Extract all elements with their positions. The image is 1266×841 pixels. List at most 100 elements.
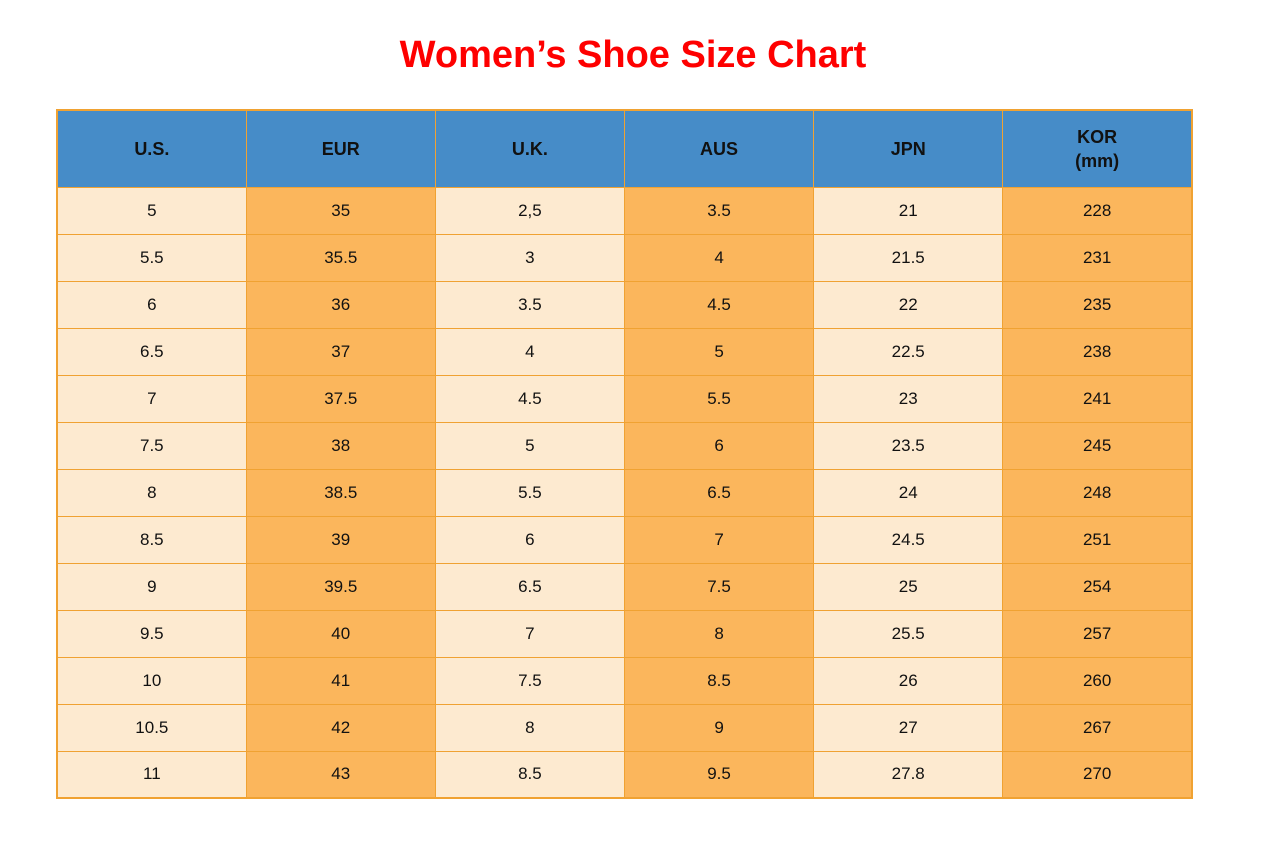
table-cell-uk: 3.5 bbox=[434, 280, 625, 329]
table-cell-jpn: 22.5 bbox=[813, 327, 1004, 376]
table-cell-aus: 5 bbox=[623, 327, 815, 376]
table-cell-uk: 5.5 bbox=[434, 468, 625, 517]
table-cell-kor: 228 bbox=[1002, 186, 1193, 235]
column-header-label: KOR bbox=[1077, 126, 1118, 147]
table-cell-jpn: 25.5 bbox=[813, 609, 1004, 658]
table-cell-us: 5.5 bbox=[56, 233, 247, 282]
table-row: 6.5 37 4 5 22.5 238 bbox=[56, 327, 1193, 376]
table-cell-kor: 241 bbox=[1002, 374, 1193, 423]
table-cell-eur: 38 bbox=[245, 421, 436, 470]
table-cell-eur: 39.5 bbox=[245, 562, 436, 611]
table-cell-uk: 3 bbox=[434, 233, 625, 282]
table-cell-jpn: 23 bbox=[813, 374, 1004, 423]
table-cell-aus: 5.5 bbox=[623, 374, 815, 423]
table-cell-jpn: 24.5 bbox=[813, 515, 1004, 564]
table-cell-kor: 248 bbox=[1002, 468, 1193, 517]
table-cell-aus: 4.5 bbox=[623, 280, 815, 329]
table-cell-us: 6 bbox=[56, 280, 247, 329]
table-cell-uk: 2,5 bbox=[434, 186, 625, 235]
table-cell-jpn: 24 bbox=[813, 468, 1004, 517]
table-cell-jpn: 23.5 bbox=[813, 421, 1004, 470]
table-cell-aus: 9 bbox=[623, 703, 815, 752]
table-cell-uk: 6.5 bbox=[434, 562, 625, 611]
table-row: 6 36 3.5 4.5 22 235 bbox=[56, 280, 1193, 329]
table-cell-aus: 8.5 bbox=[623, 656, 815, 705]
table-row: 10 41 7.5 8.5 26 260 bbox=[56, 656, 1193, 705]
column-header-us: U.S. bbox=[56, 109, 247, 188]
table-cell-eur: 36 bbox=[245, 280, 436, 329]
table-cell-kor: 260 bbox=[1002, 656, 1193, 705]
table-row: 8 38.5 5.5 6.5 24 248 bbox=[56, 468, 1193, 517]
table-cell-eur: 35.5 bbox=[245, 233, 436, 282]
column-header-label: AUS bbox=[700, 138, 739, 159]
table-cell-kor: 257 bbox=[1002, 609, 1193, 658]
table-cell-kor: 267 bbox=[1002, 703, 1193, 752]
column-header-uk: U.K. bbox=[434, 109, 625, 188]
table-cell-eur: 43 bbox=[245, 750, 436, 799]
table-cell-uk: 4 bbox=[434, 327, 625, 376]
column-header-sublabel: (mm) bbox=[1075, 150, 1120, 171]
table-cell-uk: 7.5 bbox=[434, 656, 625, 705]
table-cell-kor: 235 bbox=[1002, 280, 1193, 329]
table-cell-us: 5 bbox=[56, 186, 247, 235]
table-cell-eur: 37.5 bbox=[245, 374, 436, 423]
table-cell-aus: 4 bbox=[623, 233, 815, 282]
table-cell-aus: 9.5 bbox=[623, 750, 815, 799]
table-header: U.S. EUR U.K. AUS JPN KOR (mm) bbox=[56, 109, 1193, 188]
table-cell-uk: 5 bbox=[434, 421, 625, 470]
table-cell-aus: 8 bbox=[623, 609, 815, 658]
table-cell-kor: 254 bbox=[1002, 562, 1193, 611]
table-cell-eur: 35 bbox=[245, 186, 436, 235]
table-cell-eur: 40 bbox=[245, 609, 436, 658]
table-cell-us: 7 bbox=[56, 374, 247, 423]
column-header-label: JPN bbox=[890, 138, 926, 159]
table-cell-jpn: 27.8 bbox=[813, 750, 1004, 799]
table-body: 5 35 2,5 3.5 21 228 5.5 35.5 3 4 21.5 231 6 36 3.5 4.5 2… bbox=[56, 186, 1193, 799]
table-cell-kor: 251 bbox=[1002, 515, 1193, 564]
column-header-aus: AUS bbox=[623, 109, 815, 188]
table-cell-jpn: 22 bbox=[813, 280, 1004, 329]
table-cell-us: 8 bbox=[56, 468, 247, 517]
table-row: 7.5 38 5 6 23.5 245 bbox=[56, 421, 1193, 470]
table-cell-us: 7.5 bbox=[56, 421, 247, 470]
column-header-jpn: JPN bbox=[813, 109, 1004, 188]
table-cell-aus: 7.5 bbox=[623, 562, 815, 611]
column-header-kor: KOR (mm) bbox=[1002, 109, 1193, 188]
table-row: 5 35 2,5 3.5 21 228 bbox=[56, 186, 1193, 235]
table-cell-eur: 39 bbox=[245, 515, 436, 564]
page-title: Women’s Shoe Size Chart bbox=[399, 34, 867, 76]
column-header-eur: EUR bbox=[245, 109, 436, 188]
table-row: 11 43 8.5 9.5 27.8 270 bbox=[56, 750, 1193, 799]
table-cell-jpn: 26 bbox=[813, 656, 1004, 705]
table-cell-kor: 231 bbox=[1002, 233, 1193, 282]
table-cell-kor: 238 bbox=[1002, 327, 1193, 376]
table-row: 7 37.5 4.5 5.5 23 241 bbox=[56, 374, 1193, 423]
column-header-label: U.S. bbox=[134, 138, 170, 159]
table-cell-aus: 6.5 bbox=[623, 468, 815, 517]
table-row: 10.5 42 8 9 27 267 bbox=[56, 703, 1193, 752]
table-cell-eur: 37 bbox=[245, 327, 436, 376]
table-cell-aus: 7 bbox=[623, 515, 815, 564]
table-row: 5.5 35.5 3 4 21.5 231 bbox=[56, 233, 1193, 282]
table-cell-us: 9 bbox=[56, 562, 247, 611]
table-row: 9 39.5 6.5 7.5 25 254 bbox=[56, 562, 1193, 611]
table-cell-uk: 8.5 bbox=[434, 750, 625, 799]
table-cell-jpn: 25 bbox=[813, 562, 1004, 611]
header-row: U.S. EUR U.K. AUS JPN KOR (mm) bbox=[56, 109, 1193, 188]
table-cell-us: 11 bbox=[56, 750, 247, 799]
table-cell-eur: 38.5 bbox=[245, 468, 436, 517]
table-cell-eur: 42 bbox=[245, 703, 436, 752]
column-header-label: EUR bbox=[321, 138, 360, 159]
table-cell-jpn: 27 bbox=[813, 703, 1004, 752]
table-cell-us: 8.5 bbox=[56, 515, 247, 564]
column-header-label: U.K. bbox=[511, 138, 548, 159]
table-cell-aus: 6 bbox=[623, 421, 815, 470]
table-cell-jpn: 21 bbox=[813, 186, 1004, 235]
table-cell-jpn: 21.5 bbox=[813, 233, 1004, 282]
shoe-size-table: U.S. EUR U.K. AUS JPN KOR (mm) 5 35 2,5 3.5 21 228 5… bbox=[56, 109, 1193, 799]
table-cell-us: 9.5 bbox=[56, 609, 247, 658]
table-cell-kor: 245 bbox=[1002, 421, 1193, 470]
table-row: 9.5 40 7 8 25.5 257 bbox=[56, 609, 1193, 658]
table-cell-us: 10.5 bbox=[56, 703, 247, 752]
